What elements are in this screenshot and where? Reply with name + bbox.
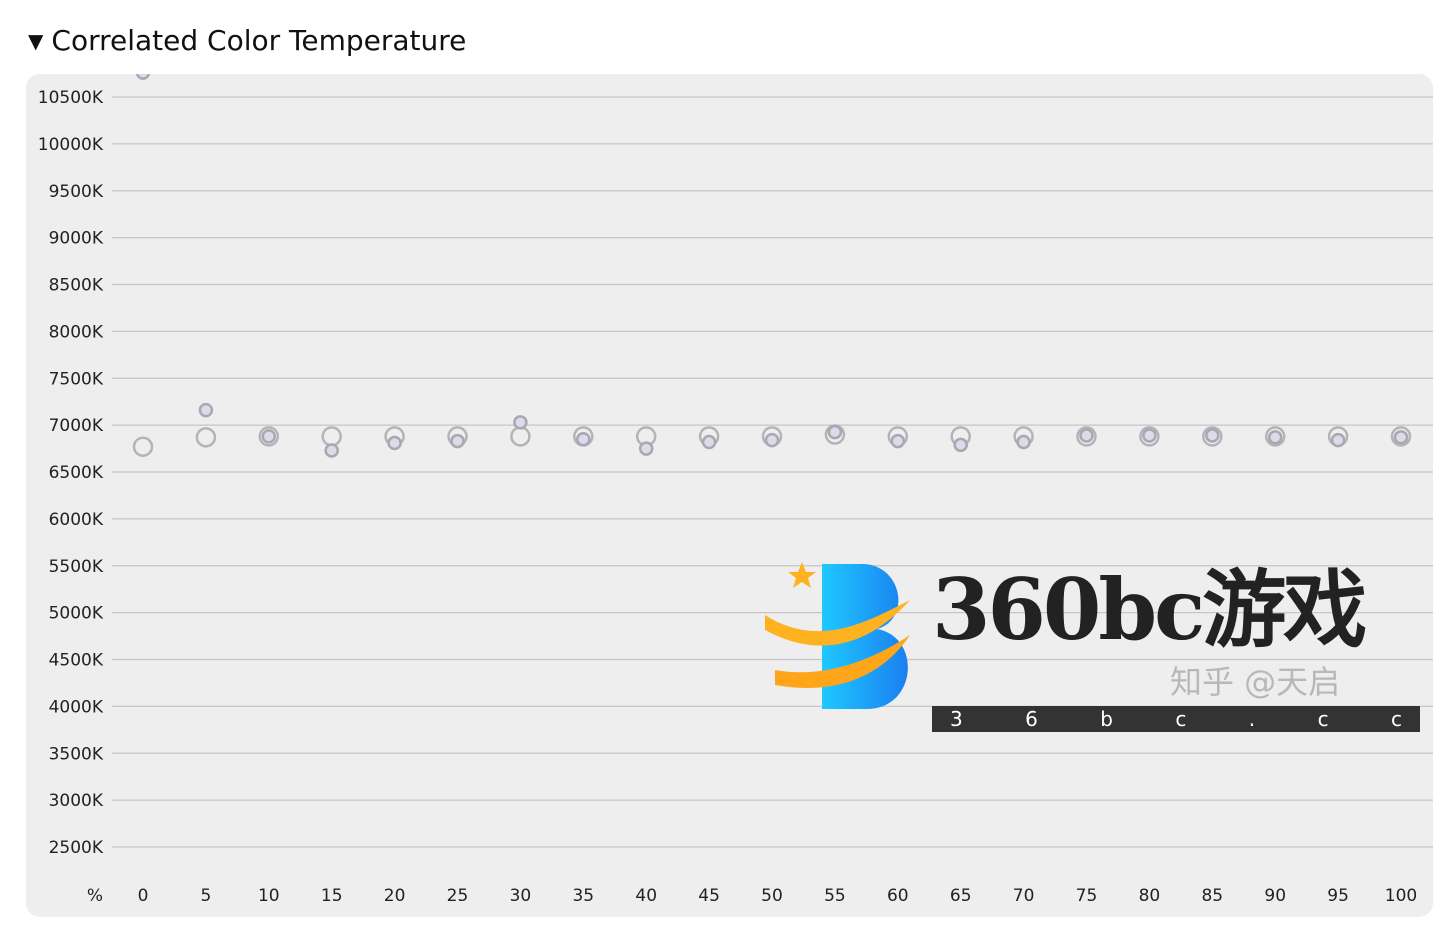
data-point-series-2	[1142, 428, 1157, 443]
data-point-series-2	[1016, 434, 1031, 450]
cct-scatter-chart: 2500K 3000K 3500K 4000K 4500K 5000K 5500K 6000K…	[38, 74, 1433, 906]
x-tick-label: 40	[635, 886, 657, 906]
data-point-series-1	[1264, 426, 1286, 447]
x-tick-label: 15	[321, 886, 343, 906]
y-tick-label: 8500K	[49, 276, 104, 296]
data-point-series-1	[1390, 426, 1412, 447]
x-tick-label: 95	[1327, 886, 1349, 906]
y-tick-label: 10500K	[38, 88, 104, 108]
x-tick-label: 45	[698, 886, 720, 906]
data-point-series-1	[321, 426, 342, 447]
data-point-series-1	[1202, 426, 1223, 447]
data-point-series-1	[510, 426, 531, 447]
data-point-series-1	[1139, 426, 1160, 447]
x-tick-label: 50	[761, 886, 783, 906]
data-point-series-2	[1267, 430, 1283, 445]
x-tick-label: 30	[510, 886, 532, 906]
x-tick-label: 75	[1076, 886, 1098, 906]
section-toggle[interactable]: ▼ Correlated Color Temperature	[28, 24, 466, 57]
x-tick-label: 20	[384, 886, 406, 906]
x-tick-label: 10	[258, 886, 280, 906]
y-tick-label: 9500K	[49, 182, 104, 202]
y-tick-label: 8000K	[49, 322, 104, 342]
data-point-series-2	[1079, 428, 1094, 443]
data-point-series-2	[1330, 432, 1346, 448]
x-tick-label: 90	[1264, 886, 1286, 906]
data-point-series-2	[953, 437, 968, 453]
y-tick-label: 7000K	[49, 416, 104, 436]
data-point-series-2	[827, 424, 843, 440]
x-tick-label: 55	[824, 886, 846, 906]
x-tick-label: 65	[950, 886, 972, 906]
x-tick-label: 85	[1201, 886, 1223, 906]
section-title: Correlated Color Temperature	[51, 24, 467, 57]
y-tick-label: 6000K	[49, 510, 104, 530]
data-point-series-2	[638, 441, 654, 456]
y-tick-label: 7500K	[49, 369, 104, 389]
data-point-series-2	[387, 435, 402, 451]
data-point-series-2	[261, 429, 277, 444]
data-point-series-2	[890, 433, 906, 449]
y-tick-label: 3500K	[49, 744, 104, 764]
x-tick-label: 70	[1013, 886, 1035, 906]
data-point-series-2	[198, 402, 214, 418]
y-tick-label: 2500K	[49, 838, 104, 858]
x-tick-label: 25	[447, 886, 469, 906]
x-tick-label: 5	[200, 886, 211, 906]
x-axis-label: %	[87, 886, 103, 906]
data-point-series-2	[1393, 430, 1409, 445]
data-point-series-1	[1076, 426, 1097, 447]
y-tick-label: 3000K	[49, 791, 104, 811]
y-tick-label: 9000K	[49, 229, 104, 249]
chart-panel: 2500K 3000K 3500K 4000K 4500K 5000K 5500K 6000K…	[26, 74, 1433, 917]
data-point-series-2	[513, 415, 528, 430]
y-tick-label: 10000K	[38, 135, 104, 155]
data-point-series-1	[195, 427, 217, 448]
data-point-series-2	[135, 74, 151, 80]
data-point-series-2	[1205, 428, 1220, 443]
y-tick-label: 5500K	[49, 557, 104, 577]
x-tick-label: 35	[572, 886, 594, 906]
data-point-series-2	[450, 433, 465, 449]
data-point-series-2	[701, 434, 717, 450]
data-point-series-1	[132, 436, 154, 457]
data-point-series-2	[576, 431, 591, 447]
x-tick-label: 100	[1385, 886, 1417, 906]
x-tick-label: 60	[887, 886, 909, 906]
x-tick-label: 0	[138, 886, 149, 906]
y-tick-label: 4000K	[49, 697, 104, 717]
y-tick-label: 5000K	[49, 604, 104, 624]
y-tick-label: 4500K	[49, 651, 104, 671]
data-point-series-1	[258, 426, 280, 447]
y-tick-label: 6500K	[49, 463, 104, 483]
data-point-series-2	[764, 432, 780, 448]
data-point-series-2	[324, 443, 339, 458]
triangle-down-icon: ▼	[28, 28, 44, 53]
x-tick-label: 80	[1139, 886, 1161, 906]
